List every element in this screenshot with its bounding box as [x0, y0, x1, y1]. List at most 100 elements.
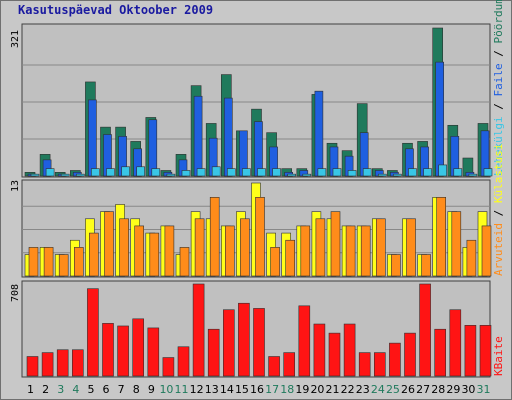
- bar-kbaite-day-9: [147, 327, 160, 377]
- x-tick-label-day-3: 3: [57, 383, 64, 396]
- bar-arvuteid-day-16: [255, 197, 265, 277]
- bar-arvuteid-day-26: [406, 218, 416, 277]
- legend-middle-group: Arvuteid / Külastusi: [492, 144, 505, 276]
- bar-arvuteid-day-29: [451, 211, 462, 277]
- bar-kbaite-day-7: [117, 325, 129, 377]
- bar-leheklgi-day-23: [362, 168, 372, 177]
- x-tick-label-day-21: 21: [326, 383, 340, 396]
- x-tick-label-day-27: 27: [416, 383, 430, 396]
- bar-kbaite-day-2: [41, 352, 54, 377]
- legend-files: Faile: [492, 63, 505, 96]
- bar-kbaite-day-15: [238, 302, 250, 377]
- legend-separator-1: /: [492, 97, 505, 117]
- bar-arvuteid-day-5: [89, 232, 99, 277]
- bar-kbaite-day-21: [328, 332, 341, 377]
- bar-leheklgi-day-4: [76, 173, 85, 177]
- bar-leheklgi-day-31: [483, 168, 493, 177]
- bar-leheklgi-day-5: [91, 168, 100, 177]
- panel-bottom-max-label: 708: [10, 284, 21, 302]
- x-tick-label-day-17: 17: [265, 383, 279, 396]
- bar-leheklgi-day-12: [196, 168, 206, 177]
- bar-leheklgi-day-30: [468, 173, 478, 177]
- bar-arvuteid-day-4: [74, 247, 84, 277]
- legend-separator-3: /: [492, 203, 505, 223]
- bar-arvuteid-day-28: [436, 197, 447, 277]
- bar-leheklgi-day-20: [317, 168, 327, 177]
- bar-kbaite-day-18: [283, 352, 296, 377]
- bar-kbaite-day-10: [162, 357, 175, 377]
- bar-arvuteid-day-18: [285, 239, 296, 277]
- x-tick-label-day-25: 25: [386, 383, 400, 396]
- bar-arvuteid-day-11: [179, 247, 190, 277]
- bar-leheklgi-day-3: [60, 173, 70, 177]
- x-tick-label-day-19: 19: [295, 383, 309, 396]
- bar-arvuteid-day-27: [421, 254, 431, 277]
- bar-arvuteid-day-9: [149, 232, 160, 277]
- bar-kbaite-day-3: [56, 349, 69, 377]
- x-tick-label-day-4: 4: [72, 383, 79, 396]
- bar-kbaite-day-1: [26, 356, 39, 377]
- legend-pages: Lehekülgi: [492, 116, 505, 176]
- bar-kbaite-day-27: [419, 283, 431, 377]
- bar-leheklgi-day-6: [106, 168, 115, 177]
- bar-leheklgi-day-25: [393, 173, 402, 177]
- bar-leheklgi-day-16: [257, 168, 266, 177]
- bar-leheklgi-day-22: [347, 170, 357, 177]
- bar-leheklgi-day-8: [136, 166, 145, 177]
- bar-arvuteid-day-8: [134, 225, 144, 277]
- bar-arvuteid-day-3: [58, 254, 69, 277]
- x-tick-label-day-24: 24: [371, 383, 385, 396]
- bar-arvuteid-day-31: [481, 225, 492, 277]
- bar-arvuteid-day-15: [240, 218, 250, 277]
- legend-bottom-group: KBaite: [492, 336, 505, 376]
- bar-leheklgi-day-10: [166, 173, 176, 177]
- bar-kbaite-day-26: [404, 332, 416, 377]
- x-tick-label-day-9: 9: [148, 383, 155, 396]
- bar-leheklgi-day-19: [302, 173, 312, 177]
- bar-kbaite-day-25: [389, 342, 401, 377]
- bar-kbaite-day-6: [102, 323, 114, 377]
- legend-separator-2: /: [492, 44, 505, 64]
- x-tick-label-day-12: 12: [190, 383, 204, 396]
- x-tick-label-day-10: 10: [159, 383, 173, 396]
- x-tick-label-day-30: 30: [461, 383, 475, 396]
- panel-top-max-label: 321: [10, 30, 21, 48]
- bar-kbaite-day-4: [72, 349, 84, 377]
- bar-leheklgi-day-1: [30, 173, 40, 177]
- bar-kbaite-day-12: [192, 283, 205, 377]
- panel-middle-max-label: 13: [10, 180, 21, 192]
- bar-arvuteid-day-10: [164, 225, 175, 277]
- bar-arvuteid-day-19: [300, 225, 311, 277]
- bar-kbaite-day-20: [313, 323, 326, 377]
- bar-arvuteid-day-23: [360, 225, 371, 277]
- bar-faile-day-28: [435, 61, 445, 177]
- x-tick-label-day-23: 23: [356, 383, 370, 396]
- bar-leheklgi-day-9: [151, 168, 161, 177]
- bar-kbaite-day-19: [298, 305, 311, 377]
- bar-leheklgi-day-18: [287, 173, 297, 177]
- bar-leheklgi-day-21: [332, 168, 342, 177]
- x-tick-label-day-1: 1: [27, 383, 34, 396]
- x-tick-label-day-29: 29: [446, 383, 460, 396]
- bar-faile-day-9: [148, 119, 158, 177]
- bar-faile-day-16: [254, 121, 263, 177]
- bar-arvuteid-day-6: [104, 211, 114, 277]
- bar-faile-day-5: [88, 99, 97, 177]
- legend-top-group: Lehekülgi / Faile / Pöördumisi: [492, 0, 505, 176]
- bar-kbaite-day-30: [464, 325, 477, 377]
- bar-leheklgi-day-17: [272, 168, 281, 177]
- bar-arvuteid-day-2: [43, 247, 54, 277]
- x-tick-label-day-8: 8: [133, 383, 140, 396]
- bar-leheklgi-day-28: [438, 164, 448, 177]
- bar-kbaite-day-14: [223, 309, 235, 377]
- bar-kbaite-day-17: [268, 356, 280, 377]
- x-tick-label-day-2: 2: [42, 383, 49, 396]
- bar-leheklgi-day-29: [453, 168, 463, 177]
- bar-faile-day-20: [314, 90, 324, 177]
- bar-kbaite-day-23: [358, 352, 371, 377]
- x-tick-label-day-13: 13: [205, 383, 219, 396]
- bar-kbaite-day-5: [87, 288, 99, 377]
- x-tick-label-day-26: 26: [401, 383, 415, 396]
- bar-leheklgi-day-27: [423, 168, 432, 177]
- bar-arvuteid-day-12: [194, 218, 205, 277]
